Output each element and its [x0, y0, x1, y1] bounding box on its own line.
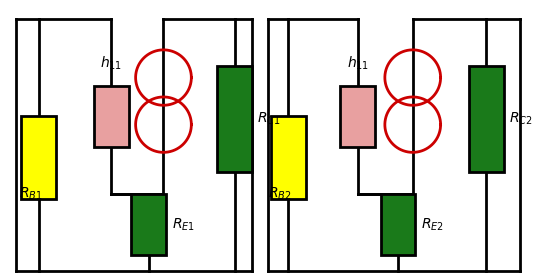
Bar — [217, 66, 252, 172]
Text: $R_{B1}$: $R_{B1}$ — [19, 186, 42, 202]
Text: $h_{11}$: $h_{11}$ — [100, 55, 122, 72]
Text: $R_{E1}$: $R_{E1}$ — [172, 216, 195, 233]
Bar — [131, 194, 166, 255]
Text: $R_{B2}$: $R_{B2}$ — [268, 186, 292, 202]
Text: $h_{11}$: $h_{11}$ — [347, 55, 369, 72]
Bar — [21, 116, 56, 199]
Text: $R_{C1}$: $R_{C1}$ — [257, 111, 281, 127]
Text: $R_{E2}$: $R_{E2}$ — [421, 216, 444, 233]
Bar — [469, 66, 504, 172]
Text: $R_{C2}$: $R_{C2}$ — [509, 111, 533, 127]
Bar — [271, 116, 306, 199]
Bar — [94, 86, 129, 147]
Bar — [381, 194, 415, 255]
Bar — [340, 86, 375, 147]
